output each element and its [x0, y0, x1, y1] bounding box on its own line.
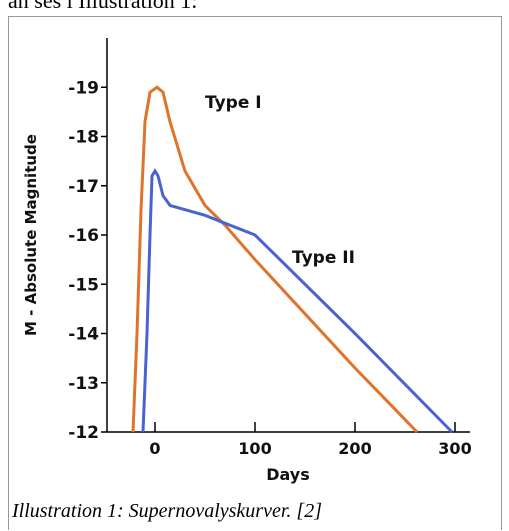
x-tick-label: 300 — [438, 439, 471, 458]
series-label: Type I — [205, 93, 262, 113]
x-tick-label: 200 — [338, 439, 371, 458]
x-axis-label: Days — [266, 465, 310, 484]
header-text: an ses i Illustration 1: — [8, 0, 198, 13]
x-tick-label: 100 — [238, 439, 271, 458]
y-tick-label: -12 — [68, 423, 99, 443]
y-tick-label: -15 — [68, 275, 99, 295]
y-tick-label: -19 — [68, 78, 99, 98]
series-label: Type II — [292, 248, 355, 268]
caption: Illustration 1: Supernovalyskurver. [2] — [12, 500, 322, 522]
y-tick-label: -16 — [68, 226, 99, 246]
y-tick-label: -13 — [68, 374, 99, 394]
figure-frame — [8, 16, 502, 530]
series-line — [141, 168, 454, 434]
y-axis-label: M - Absolute Magnitude — [22, 134, 40, 336]
y-tick-label: -18 — [68, 128, 99, 148]
y-tick-label: -17 — [68, 177, 99, 197]
series-line — [131, 85, 419, 434]
x-tick-label: 0 — [149, 439, 160, 458]
y-tick-label: -14 — [68, 325, 99, 345]
